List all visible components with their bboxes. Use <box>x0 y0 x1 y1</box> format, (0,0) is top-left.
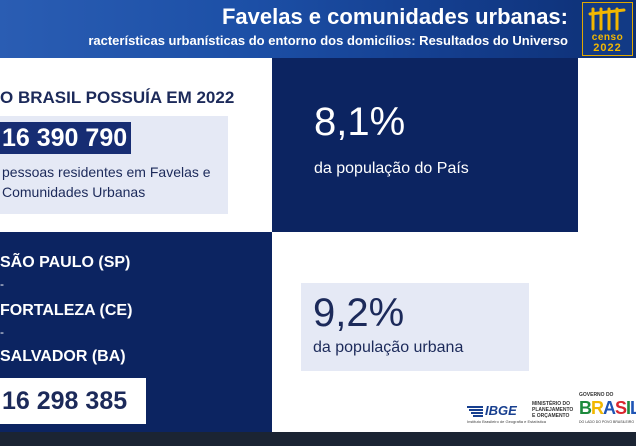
urban-share-label: da população urbana <box>313 339 464 356</box>
cities-count: 16 298 385 <box>2 387 128 415</box>
country-share-panel: 8,1% da população do País <box>272 58 578 232</box>
gov-brasil-logo: GOVERNO DO BRASIL DO LADO DO POVO BRASIL… <box>579 392 636 428</box>
gov-top-text: GOVERNO DO <box>579 392 614 398</box>
ministry-logo: MINISTÉRIO DO PLANEJAMENTO E ORÇAMENTO <box>532 401 573 419</box>
city-salvador: SALVADOR (BA) <box>0 348 126 365</box>
ministry-line: E ORÇAMENTO <box>532 413 570 419</box>
city-fortaleza: FORTALEZA (CE) <box>0 302 133 319</box>
city-separator: - <box>0 277 4 291</box>
logo-year: 2022 <box>593 42 622 54</box>
cities-count-box: 16 298 385 <box>0 378 146 424</box>
country-share-value: 8,1% <box>314 100 406 144</box>
residents-count: 16 390 790 <box>0 122 132 154</box>
ibge-tagline: Instituto Brasileiro de Geografia e Esta… <box>467 419 546 424</box>
tally-marks-icon <box>588 7 626 31</box>
page-subtitle: racterísticas urbanísticas do entorno do… <box>88 33 568 48</box>
censo-logo: censo 2022 <box>582 2 633 56</box>
urban-share-value: 9,2% <box>313 291 405 335</box>
gov-wordmark: BRASIL <box>579 398 636 418</box>
brazil-2022-headline: O BRASIL POSSUÍA EM 2022 <box>0 88 235 107</box>
ibge-wordmark: IBGE <box>485 403 517 418</box>
logo-word: censo <box>591 32 624 43</box>
residents-box: 16 390 790 pessoas residentes em Favelas… <box>0 116 228 214</box>
header-banner: Favelas e comunidades urbanas: racteríst… <box>0 0 636 58</box>
country-share-label: da população do País <box>314 160 469 177</box>
city-sao-paulo: SÃO PAULO (SP) <box>0 254 131 271</box>
ibge-stripes-icon <box>467 406 483 417</box>
page-title: Favelas e comunidades urbanas: <box>221 4 568 29</box>
urban-share-box: 9,2% da população urbana <box>301 283 529 371</box>
city-separator: - <box>0 325 4 339</box>
cities-panel: SÃO PAULO (SP) - FORTALEZA (CE) - SALVAD… <box>0 232 272 432</box>
residents-description: pessoas residentes em Favelas e Comunida… <box>2 164 211 200</box>
bottom-bar <box>0 432 636 446</box>
ministry-line: MINISTÉRIO DO <box>532 401 571 407</box>
gov-tagline: DO LADO DO POVO BRASILEIRO <box>579 420 635 424</box>
ministry-line: PLANEJAMENTO <box>532 407 574 413</box>
